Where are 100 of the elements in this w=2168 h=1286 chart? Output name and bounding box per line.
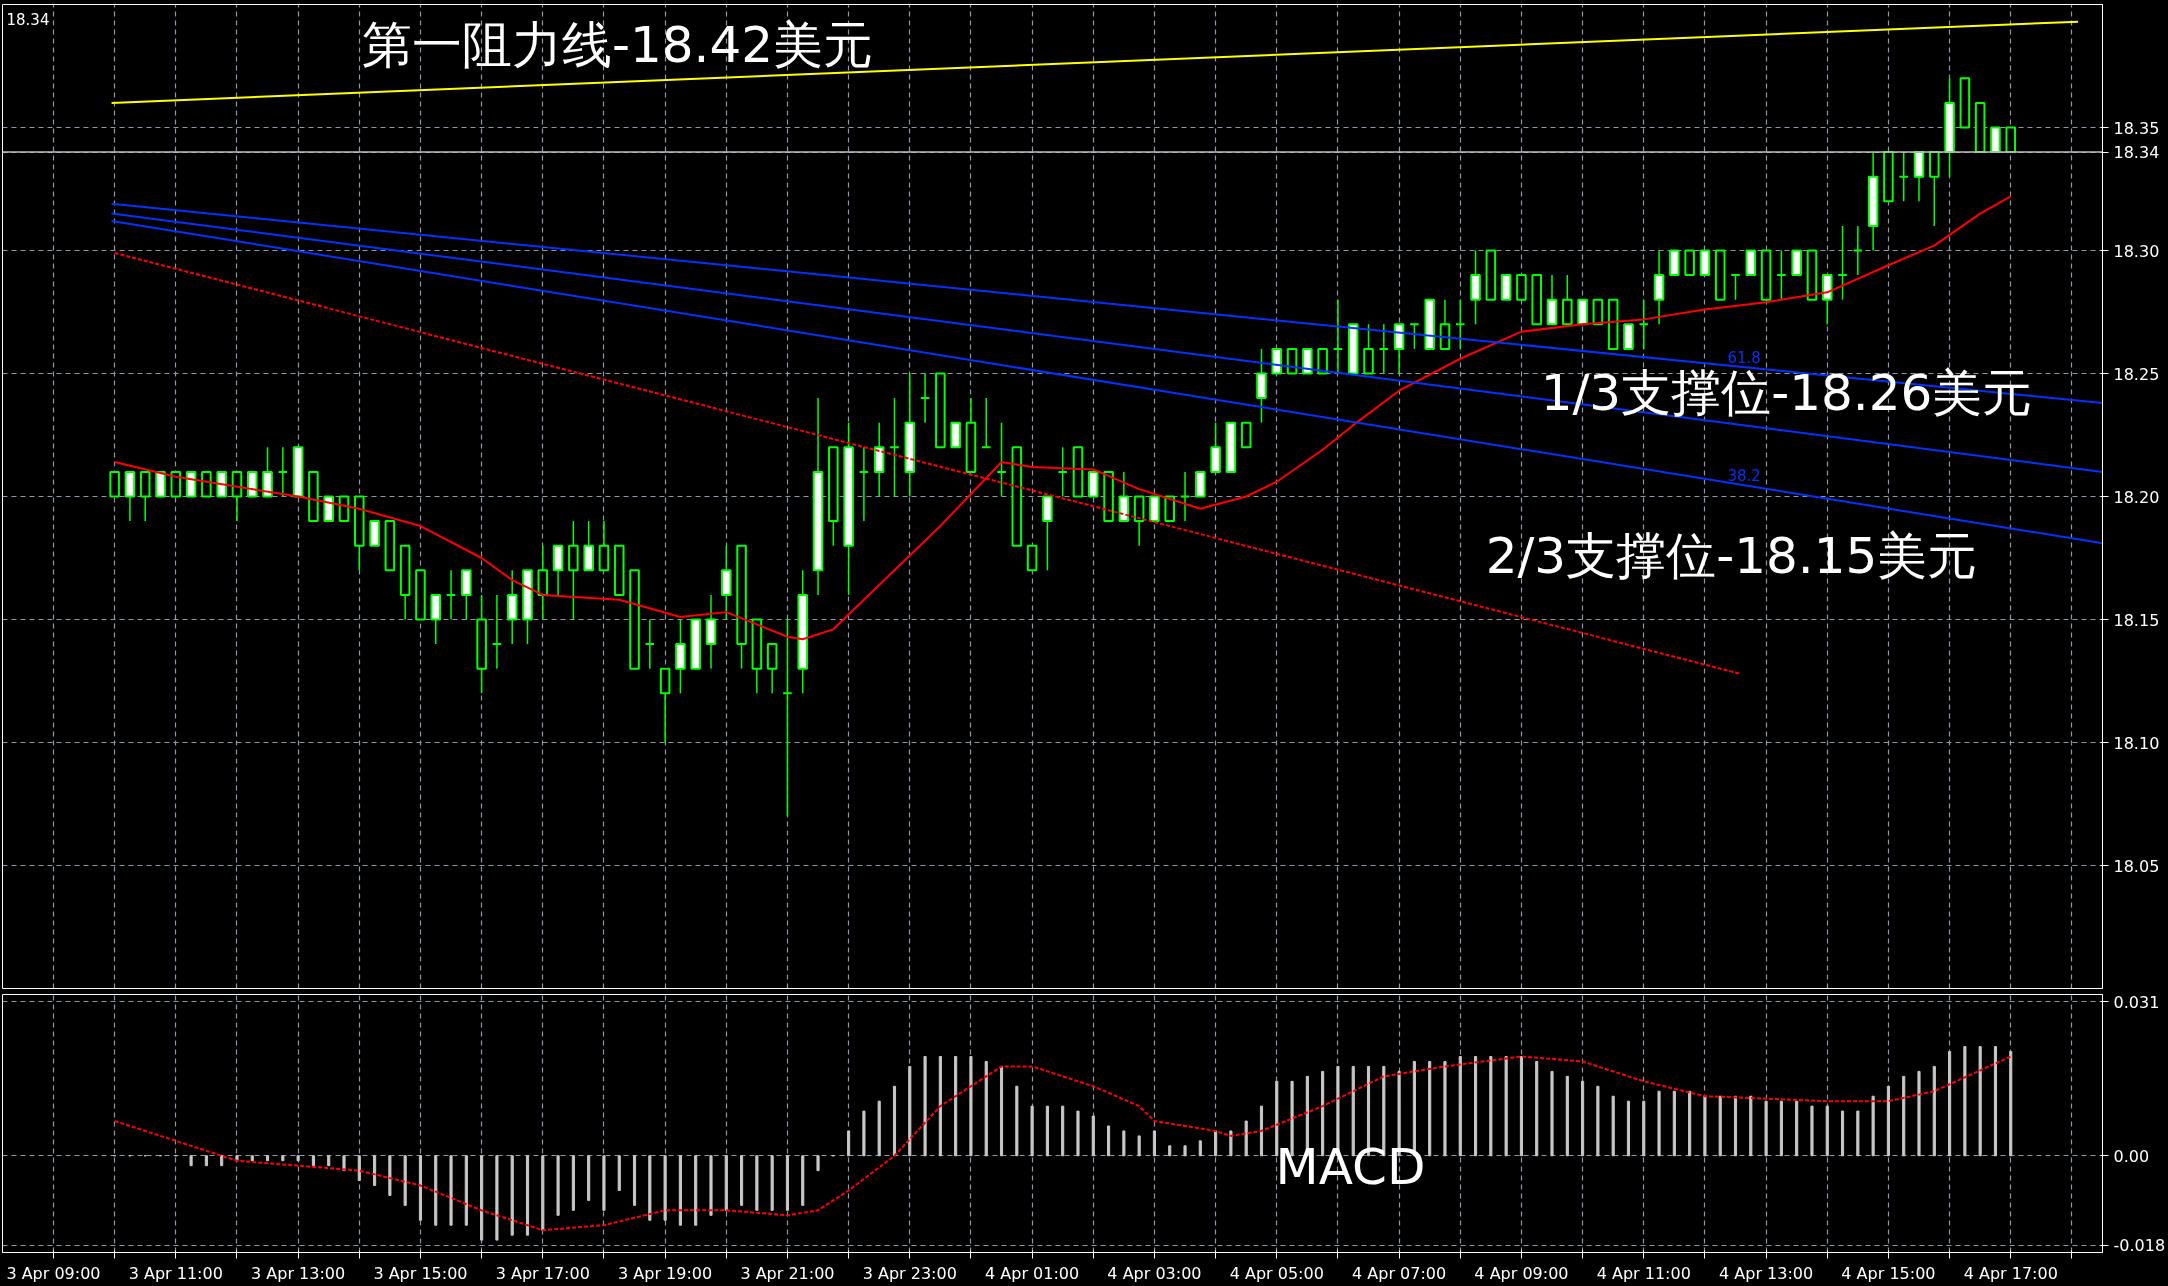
bar xyxy=(1198,1140,1202,1157)
x-tick-label: 4 Apr 07:00 xyxy=(1352,1263,1447,1283)
bar xyxy=(1749,1095,1753,1157)
bar xyxy=(449,1155,453,1226)
bar xyxy=(1275,1080,1279,1157)
bar xyxy=(1718,1095,1722,1157)
bar xyxy=(1642,1100,1646,1157)
bar xyxy=(281,1155,285,1162)
bar xyxy=(1902,1075,1906,1157)
bar xyxy=(1779,1100,1783,1157)
bar xyxy=(204,1155,208,1167)
bar xyxy=(847,1130,851,1157)
bar xyxy=(678,1155,682,1226)
bar xyxy=(1963,1046,1967,1157)
bar xyxy=(1152,1130,1157,1157)
bar xyxy=(357,1155,361,1182)
bar xyxy=(648,1155,652,1221)
bar xyxy=(1259,1105,1264,1157)
x-tick-label: 4 Apr 01:00 xyxy=(985,1263,1080,1283)
bar xyxy=(1871,1095,1875,1157)
bar xyxy=(724,1155,728,1211)
annotation: 第一阻力线-18.42美元 xyxy=(361,15,874,74)
series-label: 61.8 xyxy=(1727,349,1761,368)
bar xyxy=(617,1155,621,1191)
bar xyxy=(938,1056,942,1157)
x-tick-label: 3 Apr 09:00 xyxy=(6,1263,101,1283)
bar xyxy=(464,1155,468,1226)
x-tick-label: 4 Apr 03:00 xyxy=(1107,1263,1202,1283)
y-tick-label: 18.30 xyxy=(2113,241,2160,261)
bar xyxy=(1168,1145,1172,1157)
bar xyxy=(1993,1046,1998,1157)
bar xyxy=(311,1155,315,1167)
bar xyxy=(1886,1085,1890,1157)
bar xyxy=(480,1155,484,1241)
x-tick-label: 3 Apr 21:00 xyxy=(740,1263,835,1283)
bar xyxy=(1581,1080,1585,1157)
bar xyxy=(663,1155,667,1221)
y-tick-label: 18.35 xyxy=(2113,118,2160,138)
bar xyxy=(1565,1075,1569,1157)
bar xyxy=(1030,1105,1034,1157)
bar xyxy=(999,1065,1004,1157)
bar xyxy=(1550,1070,1554,1157)
bar xyxy=(785,1155,790,1211)
bar xyxy=(1948,1051,1952,1157)
bar xyxy=(220,1155,224,1167)
series-label: 38.2 xyxy=(1727,467,1761,486)
x-tick-label: 4 Apr 13:00 xyxy=(1719,1263,1814,1283)
bar xyxy=(571,1155,575,1211)
bar xyxy=(250,1155,254,1162)
bar xyxy=(1535,1060,1539,1157)
bar xyxy=(877,1100,881,1157)
bar xyxy=(632,1155,637,1206)
bar xyxy=(1428,1060,1432,1157)
bar xyxy=(755,1155,759,1211)
bar xyxy=(556,1155,560,1216)
ref-line-label: 18.34 xyxy=(2113,143,2160,163)
bar xyxy=(1795,1100,1799,1157)
x-tick-label: 3 Apr 19:00 xyxy=(618,1263,713,1283)
x-tick-label: 4 Apr 11:00 xyxy=(1596,1263,1691,1283)
bar xyxy=(816,1155,820,1172)
bar xyxy=(1504,1056,1508,1157)
bar xyxy=(923,1056,927,1157)
bar xyxy=(1978,1046,1982,1157)
bar xyxy=(1596,1085,1600,1157)
bar xyxy=(740,1155,744,1206)
x-tick-label: 3 Apr 17:00 xyxy=(495,1263,590,1283)
bar xyxy=(1840,1110,1845,1157)
bar xyxy=(694,1155,698,1226)
bar xyxy=(1473,1056,1478,1157)
y-tick-label: 18.10 xyxy=(2113,733,2160,753)
bar xyxy=(1229,1130,1233,1157)
bar xyxy=(801,1155,805,1206)
bar xyxy=(1061,1105,1065,1157)
bar xyxy=(709,1155,713,1216)
bar xyxy=(1443,1060,1447,1157)
y-tick-label: 0.031 xyxy=(2113,992,2160,1012)
bar xyxy=(541,1155,545,1231)
y-tick-label: 0.00 xyxy=(2113,1146,2150,1166)
bar xyxy=(1137,1135,1141,1157)
chart-title: 18.34 xyxy=(6,10,50,29)
bar xyxy=(1015,1085,1019,1157)
bar xyxy=(510,1155,514,1236)
bar xyxy=(525,1155,530,1236)
bar xyxy=(1611,1095,1615,1157)
bar xyxy=(892,1085,897,1157)
x-tick-label: 3 Apr 15:00 xyxy=(373,1263,468,1283)
bar xyxy=(1703,1095,1707,1157)
x-tick-label: 3 Apr 23:00 xyxy=(862,1263,957,1283)
bar xyxy=(2009,1051,2013,1157)
bar xyxy=(495,1155,499,1241)
bar xyxy=(1764,1100,1768,1157)
bar xyxy=(189,1155,193,1167)
bar xyxy=(1825,1105,1829,1157)
annotation: 2/3支撑位-18.15美元 xyxy=(1485,526,1978,585)
bar xyxy=(403,1155,407,1206)
bar xyxy=(1214,1130,1218,1157)
bar xyxy=(1458,1056,1462,1157)
bar xyxy=(296,1155,300,1162)
bar xyxy=(1122,1130,1126,1157)
y-tick-label: -0.018 xyxy=(2113,1236,2166,1256)
